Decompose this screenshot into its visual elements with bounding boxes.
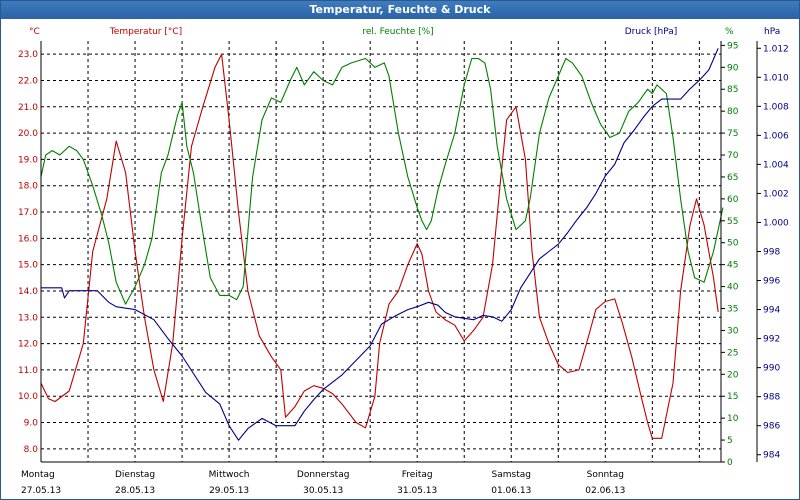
temp-tick-label: 14.0 [18, 287, 38, 297]
humidity-tick-label: 75 [727, 129, 738, 139]
humidity-tick-label: 45 [727, 261, 738, 271]
grid [41, 41, 721, 462]
temp-tick-label: 13.0 [18, 313, 38, 323]
pressure-tick-label: 1.004 [763, 160, 789, 170]
temp-tick-label: 22.0 [18, 76, 38, 86]
temp-tick-label: 9.0 [24, 419, 39, 429]
series-line-left [40, 53, 719, 439]
day-name-label: Samstag [492, 470, 531, 480]
temp-tick-label: 19.0 [18, 155, 38, 165]
day-date-label: 29.05.13 [209, 486, 249, 496]
day-date-label: 31.05.13 [397, 486, 437, 496]
humidity-tick-label: 25 [727, 348, 738, 358]
humidity-tick-label: 15 [727, 392, 738, 402]
humidity-tick-label: 0 [727, 458, 733, 468]
temp-tick-label: 8.0 [24, 445, 39, 455]
pressure-tick-label: 1.012 [763, 44, 789, 54]
series-group [40, 48, 724, 441]
temp-tick-label: 15.0 [18, 261, 38, 271]
axis-labels: 8.0 9.0 10.0 11.0 12.0 13.0 14.0 15.0 16.0 17.0 18… [18, 27, 789, 496]
pressure-tick-label: 1.010 [763, 73, 789, 83]
humidity-tick-label: 85 [727, 85, 738, 95]
pressure-tick-label: 1.000 [763, 218, 789, 228]
humidity-tick-label: 95 [727, 41, 738, 51]
chart-background [1, 19, 799, 499]
humidity-axis-title: rel. Feuchte [%] [362, 27, 433, 37]
humidity-tick-label: 5 [727, 436, 733, 446]
temp-tick-label: 23.0 [18, 50, 38, 60]
pressure-tick-label: 988 [763, 393, 780, 403]
pressure-tick-label: 992 [763, 335, 780, 345]
humidity-tick-label: 30 [727, 326, 739, 336]
pressure-tick-label: 1.008 [763, 102, 789, 112]
humidity-tick-label: 90 [727, 63, 739, 73]
pressure-tick-label: 996 [763, 277, 780, 287]
day-name-label: Mittwoch [209, 470, 250, 480]
day-name-label: Dienstag [115, 470, 155, 480]
humidity-tick-label: 55 [727, 217, 738, 227]
day-date-label: 27.05.13 [21, 486, 61, 496]
window-title: Temperatur, Feuchte & Druck [1, 1, 799, 19]
temp-tick-label: 17.0 [18, 208, 38, 218]
day-date-label: 30.05.13 [303, 486, 343, 496]
temp-tick-label: 10.0 [18, 392, 38, 402]
day-date-label: 01.06.13 [491, 486, 531, 496]
humidity-tick-label: 20 [727, 370, 739, 380]
series-line-middle [40, 57, 724, 305]
day-date-label: 28.05.13 [115, 486, 155, 496]
day-name-label: Donnerstag [297, 470, 350, 480]
day-name-label: Montag [21, 470, 55, 480]
pressure-tick-label: 990 [763, 364, 780, 374]
temp-tick-label: 21.0 [18, 103, 38, 113]
temperature-axis-title: Temperatur [°C] [109, 27, 182, 37]
humidity-tick-label: 65 [727, 173, 738, 183]
pressure-unit: hPa [764, 27, 780, 37]
pressure-tick-label: 986 [763, 422, 780, 432]
day-date-label: 02.06.13 [585, 486, 625, 496]
weather-chart: 8.0 9.0 10.0 11.0 12.0 13.0 14.0 15.0 16.0 17.0 18… [1, 19, 799, 499]
humidity-tick-label: 35 [727, 305, 738, 315]
series-line-right [41, 48, 719, 441]
pressure-tick-label: 984 [763, 451, 780, 461]
day-name-label: Sonntag [587, 470, 624, 480]
pressure-tick-label: 1.002 [763, 189, 789, 199]
plot-frame [40, 41, 761, 463]
temp-tick-label: 16.0 [18, 234, 38, 244]
humidity-tick-label: 50 [727, 239, 739, 249]
temp-tick-label: 18.0 [18, 182, 38, 192]
humidity-unit: % [725, 27, 734, 37]
humidity-tick-label: 80 [727, 107, 739, 117]
pressure-tick-label: 998 [763, 248, 780, 258]
pressure-tick-label: 1.006 [763, 131, 789, 141]
day-name-label: Freitag [402, 470, 433, 480]
temperature-unit: °C [29, 27, 40, 37]
humidity-tick-label: 60 [727, 195, 739, 205]
pressure-tick-label: 994 [763, 306, 780, 316]
pressure-axis-title: Druck [hPa] [625, 27, 678, 37]
humidity-tick-label: 10 [727, 414, 739, 424]
temp-tick-label: 11.0 [18, 366, 38, 376]
temp-tick-label: 12.0 [18, 340, 38, 350]
humidity-tick-label: 70 [727, 151, 739, 161]
humidity-tick-label: 40 [727, 283, 739, 293]
temp-tick-label: 20.0 [18, 129, 38, 139]
